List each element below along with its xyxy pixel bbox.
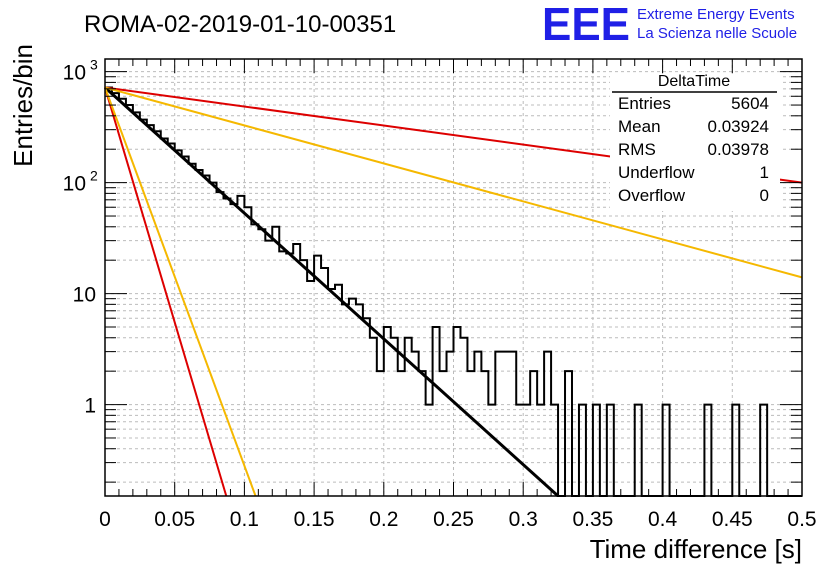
y-axis-label: Entries/bin xyxy=(8,44,38,167)
stats-title: DeltaTime xyxy=(658,73,730,90)
series-line-3 xyxy=(104,87,228,497)
stats-label-rms: RMS xyxy=(618,140,656,159)
axes: 0 0.05 0.1 0.15 0.2 0.25 0.3 0.35 0.4 0.45 0.510 31… xyxy=(63,57,817,531)
series-line-0 xyxy=(103,86,560,498)
x-tick-label: 0.4 xyxy=(648,508,678,531)
x-tick-label: 0.3 xyxy=(509,508,538,531)
x-axis-label: Time difference [s] xyxy=(590,534,802,564)
x-tick-label: 0.05 xyxy=(154,508,195,531)
y-tick-label: 10 xyxy=(63,62,86,85)
stats-value-entries: 5604 xyxy=(731,94,769,113)
series-line-4 xyxy=(104,87,257,497)
stats-box: DeltaTime Entries 5604 Mean 0.03924 RMS … xyxy=(610,73,780,211)
stats-label-overflow: Overflow xyxy=(618,186,686,205)
x-tick-label: 0.5 xyxy=(787,508,816,531)
x-tick-label: 0.15 xyxy=(294,508,335,531)
stats-value-overflow: 0 xyxy=(760,186,769,205)
chart-title: ROMA-02-2019-01-10-00351 xyxy=(84,11,396,38)
eee-logo-text: EEE xyxy=(542,0,630,50)
stats-value-underflow: 1 xyxy=(760,163,769,182)
x-tick-label: 0.2 xyxy=(369,508,398,531)
x-tick-label: 0.45 xyxy=(712,508,753,531)
y-tick-label: 10 xyxy=(73,284,96,307)
logo-line-1: Extreme Energy Events xyxy=(637,6,795,23)
stats-label-entries: Entries xyxy=(618,94,671,113)
x-tick-label: 0.1 xyxy=(230,508,259,531)
y-tick-label: 1 xyxy=(84,395,96,418)
y-tick-label: 10 xyxy=(63,173,86,196)
stats-label-underflow: Underflow xyxy=(618,163,695,182)
logo-line-2: La Scienza nelle Scuole xyxy=(637,25,797,42)
y-tick-label-exponent: 2 xyxy=(90,168,98,184)
stats-label-mean: Mean xyxy=(618,117,661,136)
x-tick-label: 0 xyxy=(99,508,111,531)
stats-box-background xyxy=(610,74,780,211)
stats-value-rms: 0.03978 xyxy=(708,140,769,159)
x-tick-label: 0.25 xyxy=(433,508,474,531)
stats-value-mean: 0.03924 xyxy=(708,117,769,136)
series-line-2 xyxy=(104,86,803,279)
x-tick-label: 0.35 xyxy=(572,508,613,531)
y-tick-label-exponent: 3 xyxy=(90,57,98,73)
